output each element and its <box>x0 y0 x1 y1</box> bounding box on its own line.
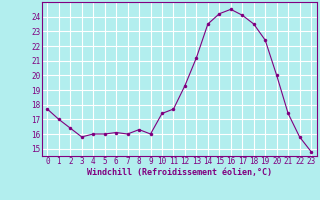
X-axis label: Windchill (Refroidissement éolien,°C): Windchill (Refroidissement éolien,°C) <box>87 168 272 177</box>
